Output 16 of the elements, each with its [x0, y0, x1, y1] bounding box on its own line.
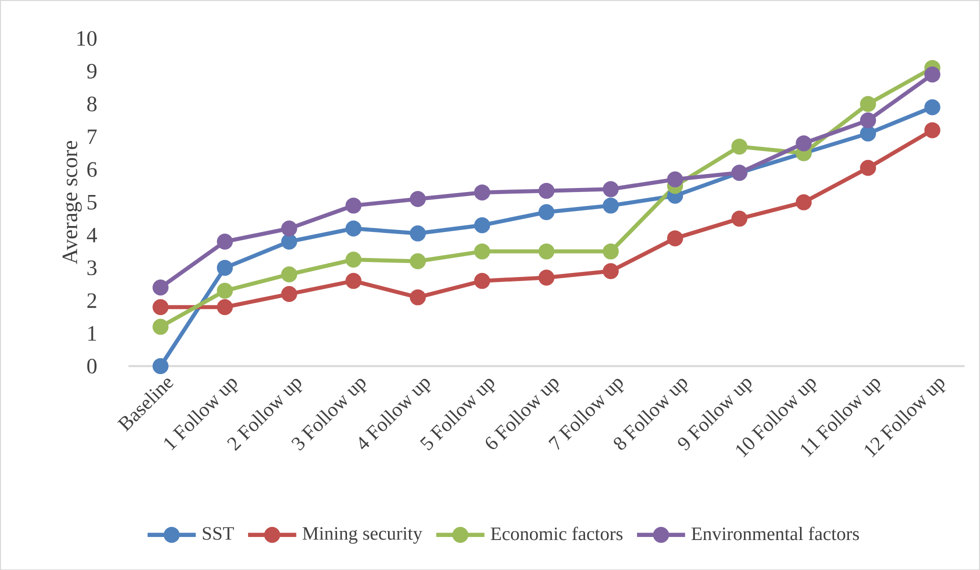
y-tick-label: 9	[87, 64, 96, 78]
legend-label: Environmental factors	[692, 526, 859, 540]
legend-label: SST	[202, 526, 234, 540]
y-axis-title: Average score	[62, 140, 82, 264]
y-tick-label: 1	[88, 326, 96, 340]
y-tick-label: 8	[87, 96, 97, 112]
y-tick-label: 6	[87, 162, 97, 177]
y-tick-label: 0	[87, 358, 97, 374]
y-tick-label: 3	[87, 260, 97, 275]
y-tick-label: 5	[88, 194, 97, 210]
y-tick-label: 2	[87, 293, 96, 308]
legend-label: Economic factors	[490, 526, 622, 540]
y-tick-label: 4	[86, 228, 98, 242]
legend-label: Mining security	[302, 526, 422, 544]
y-tick-label: 7	[88, 129, 97, 144]
y-tick-label: 10	[77, 30, 97, 46]
